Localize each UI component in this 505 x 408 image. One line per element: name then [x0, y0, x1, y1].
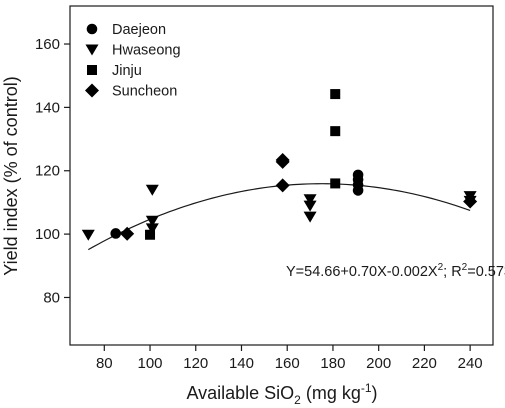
point-suncheon-diamond [275, 178, 290, 193]
point-jinju-square [145, 229, 156, 240]
point-suncheon-diamond [275, 154, 290, 169]
point-hwaseong-triangle-down [145, 184, 159, 196]
x-tick-label: 220 [412, 355, 437, 372]
point-jinju-square [330, 178, 341, 189]
point-daejeon-circle [110, 228, 122, 239]
x-tick-label: 240 [458, 355, 483, 372]
legend-label: Daejeon [112, 22, 166, 38]
point-hwaseong-triangle-down [303, 200, 317, 212]
point-jinju-square [330, 126, 341, 137]
legend-marker-triangle-down [85, 44, 99, 56]
equation-label: Y=54.66+0.70X-0.002X2; R2=0.573*** [286, 262, 505, 280]
legend-label: Suncheon [112, 84, 177, 100]
point-jinju-square [330, 89, 341, 100]
y-axis-title: Yield index (% of control) [1, 76, 21, 275]
y-tick-label: 160 [35, 36, 60, 53]
point-suncheon-diamond [120, 226, 135, 241]
point-daejeon-circle [352, 185, 364, 196]
y-tick-label: 100 [35, 226, 60, 243]
point-hwaseong-triangle-down [303, 211, 317, 223]
point-hwaseong-triangle-down [303, 194, 317, 206]
x-axis: 80 100 120 140 160 180 200 220 240 [96, 345, 483, 372]
x-tick-label: 160 [275, 355, 300, 372]
x-tick-label: 200 [366, 355, 391, 372]
point-hwaseong-triangle-down [145, 215, 159, 227]
data-points [81, 89, 478, 241]
legend: Daejeon Hwaseong Jinju Suncheon [85, 22, 181, 100]
point-hwaseong-triangle-down [81, 229, 95, 241]
x-tick-label: 80 [96, 355, 113, 372]
x-tick-label: 100 [138, 355, 163, 372]
y-tick-label: 140 [35, 99, 60, 116]
legend-marker-diamond [85, 83, 99, 98]
legend-marker-circle [86, 23, 98, 35]
y-tick-label: 80 [43, 289, 60, 306]
x-tick-label: 140 [229, 355, 254, 372]
legend-label: Hwaseong [112, 43, 181, 59]
legend-marker-square [87, 65, 97, 75]
legend-label: Jinju [112, 63, 142, 79]
point-suncheon-diamond [463, 194, 478, 209]
y-tick-label: 120 [35, 163, 60, 180]
x-tick-label: 120 [183, 355, 208, 372]
y-axis: 80 100 120 140 160 [35, 36, 70, 306]
point-hwaseong-triangle-down [145, 223, 159, 235]
x-tick-label: 180 [320, 355, 345, 372]
plot-frame [69, 5, 494, 346]
x-axis-title: Available SiO2 (mg kg-1) [186, 381, 377, 407]
